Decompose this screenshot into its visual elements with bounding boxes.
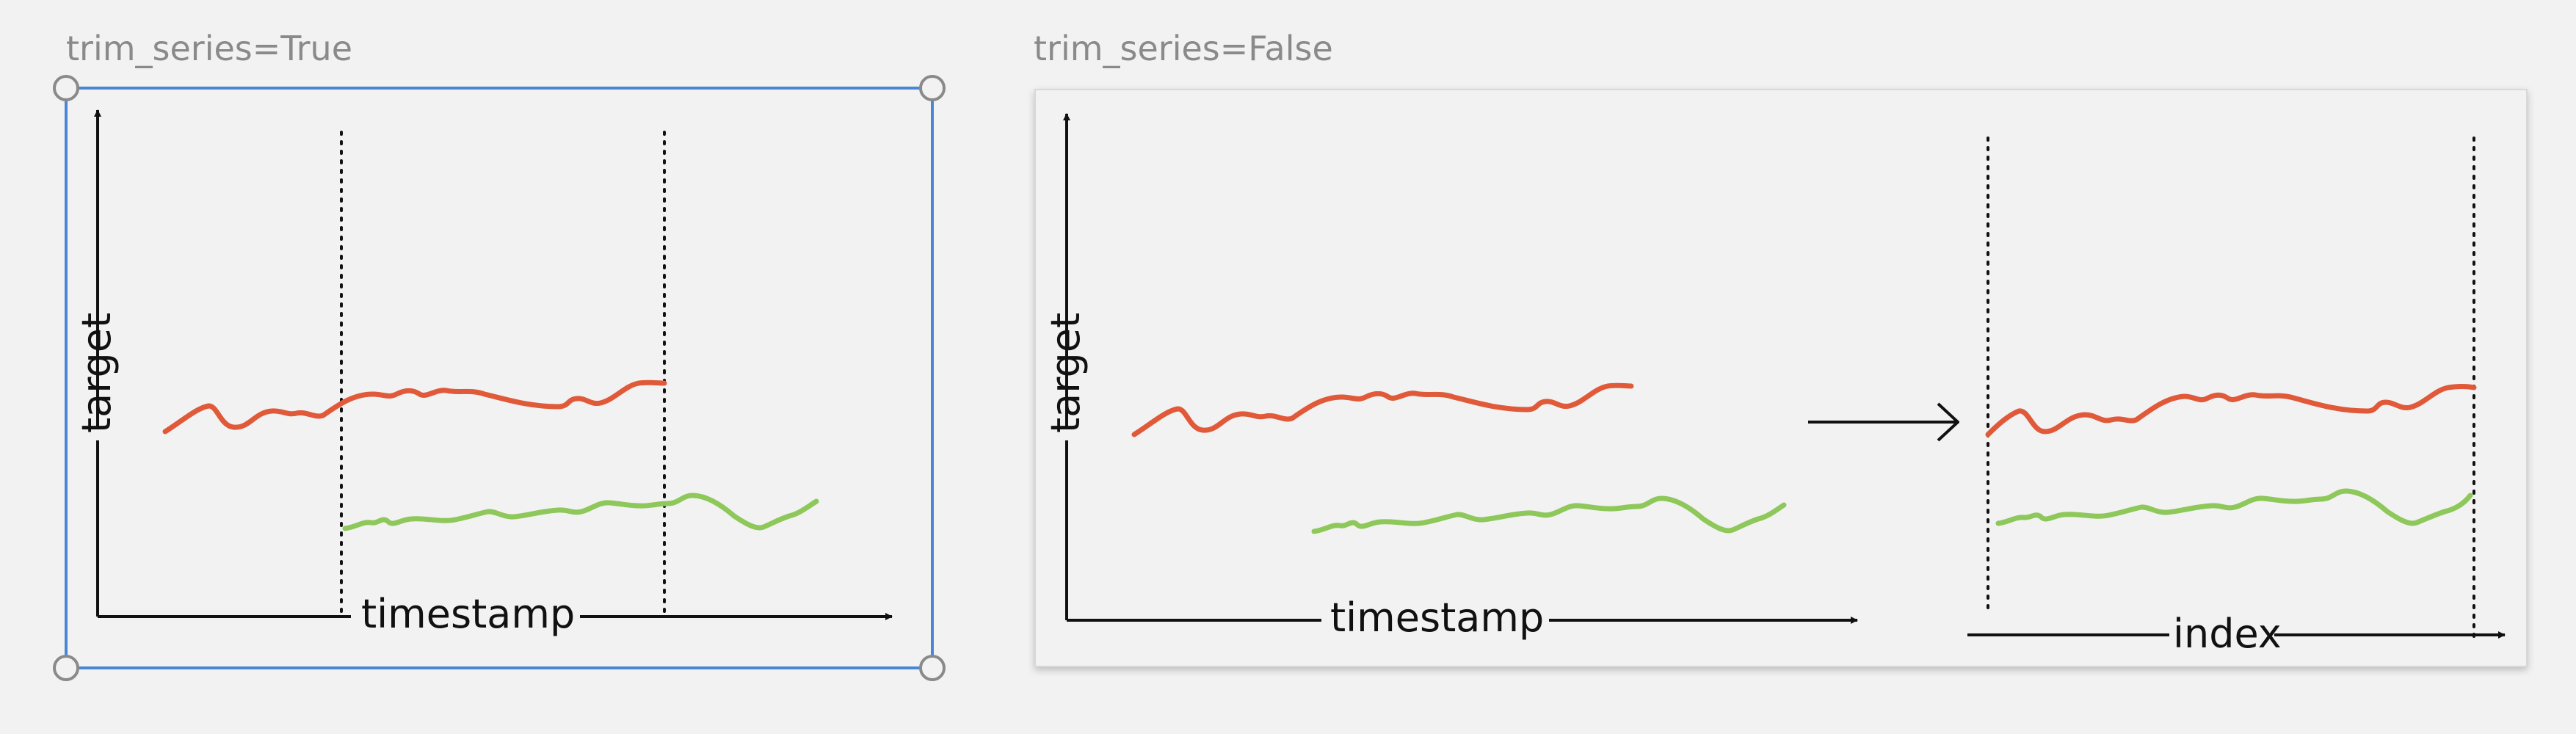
x-axis-label: timestamp [1330,595,1544,641]
series-green [1311,495,1787,534]
series-green [342,493,819,531]
panel-trim-false: trim_series=False target timestamp index [1034,29,2528,667]
resize-handle-bottom-right[interactable] [919,655,946,681]
panel-trim-true[interactable]: trim_series=True target timestamp [53,29,946,681]
series-red [1131,382,1634,437]
aligned-series-green [1995,488,2473,526]
y-axis-label: target [73,313,120,433]
aligned-series-red [1985,384,2477,437]
index-axis-label: index [2173,611,2282,657]
x-axis-label: timestamp [361,591,575,637]
series-red [162,379,667,435]
resize-handle-bottom-left[interactable] [53,655,79,681]
y-axis-label: target [1042,313,1089,433]
selection-frame[interactable] [65,87,934,669]
panel-frame [1034,89,2528,667]
panel-caption: trim_series=False [1034,29,1333,68]
resize-handle-top-right[interactable] [919,75,946,101]
panel-caption: trim_series=True [66,29,352,68]
resize-handle-top-left[interactable] [53,75,79,101]
transform-arrow-head [1937,402,1959,442]
